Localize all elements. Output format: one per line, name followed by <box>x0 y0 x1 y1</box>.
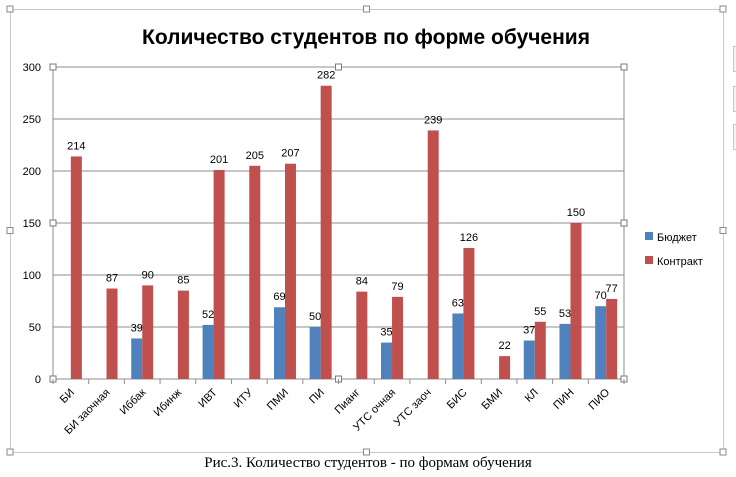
bar-contract <box>320 85 332 379</box>
x-tick-label: БИС <box>445 387 470 412</box>
data-label: 79 <box>391 281 403 293</box>
plot-handle <box>620 219 628 227</box>
x-tick-label: УТС заоч <box>392 387 434 429</box>
bar-contract <box>427 130 439 379</box>
bar-contract <box>213 169 225 379</box>
frame-handle <box>719 5 727 13</box>
figure-caption: Рис.3. Количество студентов - по формам … <box>204 455 532 471</box>
x-tick-label: ПМИ <box>265 387 291 413</box>
data-label: 282 <box>317 70 335 82</box>
data-label: 52 <box>202 309 214 321</box>
x-tick-label: Ибинж <box>152 386 185 419</box>
y-tick-label: 50 <box>29 322 41 334</box>
frame-handle <box>363 5 370 13</box>
bar-contract <box>142 285 154 379</box>
y-tick-label: 300 <box>23 62 41 74</box>
data-label: 214 <box>67 140 85 152</box>
bar-budget <box>381 342 393 379</box>
y-tick-label: 0 <box>35 374 41 386</box>
bar-budget <box>559 323 571 379</box>
bar-contract <box>249 165 261 379</box>
data-label: 85 <box>177 275 189 287</box>
bar-contract <box>499 356 511 379</box>
bar-budget <box>523 340 535 379</box>
bar-contract <box>284 163 296 379</box>
data-label: 70 <box>595 290 607 302</box>
plot-area: 0 50 100 150 200 250 300 39 52 69 50 35 63 37 53 70 214 8… <box>23 62 628 437</box>
legend-swatch <box>645 232 653 240</box>
data-label: 37 <box>523 325 535 337</box>
data-label: 63 <box>452 297 464 309</box>
frame-handle <box>6 227 14 234</box>
data-label: 55 <box>534 306 546 318</box>
bar-contract <box>70 156 82 379</box>
data-label: 77 <box>606 283 618 295</box>
x-tick-label: БМИ <box>480 387 506 413</box>
data-label: 239 <box>424 114 442 126</box>
data-label: 53 <box>559 308 571 320</box>
data-label: 201 <box>210 154 228 166</box>
bar-contract <box>356 291 368 379</box>
y-tick-label: 200 <box>23 166 41 178</box>
plot-handle <box>49 219 57 227</box>
x-tick-label: ИТУ <box>232 386 256 410</box>
bar-contract <box>106 288 118 379</box>
x-tick-label: Пианг <box>333 387 363 417</box>
bar-contract <box>570 223 582 379</box>
frame-handle <box>719 448 727 456</box>
legend: Бюджет Контракт <box>645 232 703 268</box>
bar-contract <box>392 296 404 379</box>
x-tick-label: ПИ <box>307 387 327 407</box>
data-label: 22 <box>498 340 510 352</box>
x-tick-label: ИВТ <box>196 386 220 410</box>
bar-contract <box>534 321 546 379</box>
side-tab[interactable] <box>733 46 736 72</box>
bar-contract <box>606 298 618 379</box>
data-label: 69 <box>273 291 285 303</box>
bar-budget <box>452 313 464 379</box>
data-label: 150 <box>567 207 585 219</box>
bar-budget <box>309 327 321 379</box>
plot-handle <box>335 63 342 71</box>
plot-handle <box>49 63 57 71</box>
data-label: 84 <box>356 276 368 288</box>
bar-budget <box>595 306 607 379</box>
frame-handle <box>363 448 370 456</box>
chart-title: Количество студентов по форме обучения <box>142 26 590 49</box>
x-tick-label: ПИН <box>551 387 576 412</box>
x-tick-label: КЛ <box>523 387 541 405</box>
x-tick-label: ПИО <box>587 386 613 412</box>
data-label: 90 <box>142 269 154 281</box>
legend-label: Контракт <box>657 256 703 268</box>
y-tick-label: 100 <box>23 270 41 282</box>
x-tick-label: БИ <box>58 387 77 406</box>
bar-contract <box>177 290 189 379</box>
data-label: 205 <box>246 150 264 162</box>
data-label: 50 <box>309 311 321 323</box>
bar-budget <box>273 307 285 379</box>
frame-handle <box>6 448 14 456</box>
data-label: 87 <box>106 273 118 285</box>
bar-budget <box>202 324 214 379</box>
plot-handle <box>620 63 628 71</box>
bar-contract <box>463 247 475 379</box>
frame-handle <box>6 5 14 13</box>
y-tick-label: 250 <box>23 114 41 126</box>
side-tab[interactable] <box>733 86 736 112</box>
bar-budget <box>131 338 143 379</box>
legend-swatch <box>645 256 653 264</box>
data-label: 35 <box>380 327 392 339</box>
legend-label: Бюджет <box>657 232 697 244</box>
data-label: 39 <box>131 322 143 334</box>
data-label: 126 <box>460 232 478 244</box>
data-label: 207 <box>281 148 299 160</box>
y-tick-label: 150 <box>23 218 41 230</box>
side-tab[interactable] <box>733 124 736 150</box>
x-tick-label: Иббак <box>118 387 149 418</box>
frame-handle <box>719 227 727 234</box>
